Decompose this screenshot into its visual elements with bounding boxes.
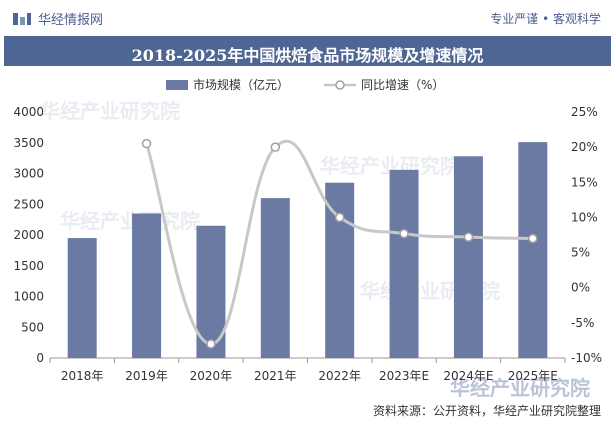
y-left-tick-label: 1000 xyxy=(13,290,44,304)
growth-point-1 xyxy=(141,138,152,149)
x-tick-label: 2021年 xyxy=(254,369,297,383)
y-right-tick-label: -5% xyxy=(571,316,594,330)
growth-line xyxy=(141,138,538,349)
growth-point-5 xyxy=(399,228,409,239)
brand-logo-icon xyxy=(13,12,31,25)
y-left-tick-label: 4000 xyxy=(13,105,44,119)
x-tick-label: 2025年E xyxy=(508,369,558,383)
legend: 市场规模（亿元） 同比增速（%） xyxy=(166,77,444,92)
x-tick-label: 2019年 xyxy=(125,369,168,383)
x-tick-label: 2022年 xyxy=(318,369,361,383)
x-tick-label: 2020年 xyxy=(190,369,233,383)
y-left-tick-label: 2500 xyxy=(13,197,44,211)
legend-line-label: 同比增速（%） xyxy=(361,78,444,92)
y-left-tick-label: 500 xyxy=(21,320,44,334)
x-axis-labels: 2018年 2019年 2020年 2021年 2022年 2023年E 2024年E 202… xyxy=(61,369,558,383)
y-left-tick-label: 2000 xyxy=(13,228,44,242)
top-bar: 华经情报网 专业严谨 • 客观科学 xyxy=(0,0,615,36)
bar-4 xyxy=(260,198,290,358)
growth-point-4 xyxy=(334,212,345,223)
bar-2 xyxy=(132,213,162,358)
slogan: 专业严谨 • 客观科学 xyxy=(490,12,601,26)
chart-title: 2018-2025年中国烘焙食品市场规模及增速情况 xyxy=(131,46,484,65)
y-right-tick-label: 5% xyxy=(571,246,590,260)
brand-name: 华经情报网 xyxy=(38,13,104,28)
bar-5 xyxy=(325,182,355,358)
y-left-tick-label: 1500 xyxy=(13,259,44,273)
legend-bar-label: 市场规模（亿元） xyxy=(193,77,289,92)
bar-6 xyxy=(389,169,419,358)
axes: 0 500 1000 1500 2000 2500 3000 3500 4000 -10% -5% 0… xyxy=(13,105,602,365)
growth-point-2 xyxy=(206,339,216,349)
y-right-tick-label: 0% xyxy=(571,281,590,295)
y-left-tick-label: 3500 xyxy=(13,136,44,150)
y-right-tick-label: -10% xyxy=(571,351,602,365)
growth-point-3 xyxy=(270,142,281,152)
bars xyxy=(67,142,548,358)
y-right-tick-label: 20% xyxy=(571,140,598,154)
x-tick-label: 2018年 xyxy=(61,369,104,383)
legend-bar-swatch xyxy=(166,80,188,90)
title-bar: 2018-2025年中国烘焙食品市场规模及增速情况 xyxy=(4,36,611,66)
y-right-tick-label: 15% xyxy=(571,175,598,189)
y-right-tick-label: 10% xyxy=(571,210,598,224)
growth-point-7 xyxy=(528,233,538,244)
legend-line-marker xyxy=(335,80,345,90)
bar-8 xyxy=(518,142,548,358)
growth-line-path xyxy=(145,139,533,346)
y-left-tick-label: 3000 xyxy=(13,167,44,181)
bar-7 xyxy=(453,156,483,358)
chart: 市场规模（亿元） 同比增速（%） 0 500 1000 1500 2000 2500 300… xyxy=(13,77,602,383)
y-left-tick-label: 0 xyxy=(36,351,44,365)
bar-1 xyxy=(67,238,97,358)
x-tick-label: 2024年E xyxy=(443,369,493,383)
source-note: 资料来源：公开资料，华经产业研究院整理 xyxy=(372,404,601,418)
x-tick-label: 2023年E xyxy=(379,369,429,383)
growth-point-6 xyxy=(463,232,474,242)
y-right-tick-label: 25% xyxy=(571,105,598,119)
brand: 华经情报网 xyxy=(12,9,103,28)
